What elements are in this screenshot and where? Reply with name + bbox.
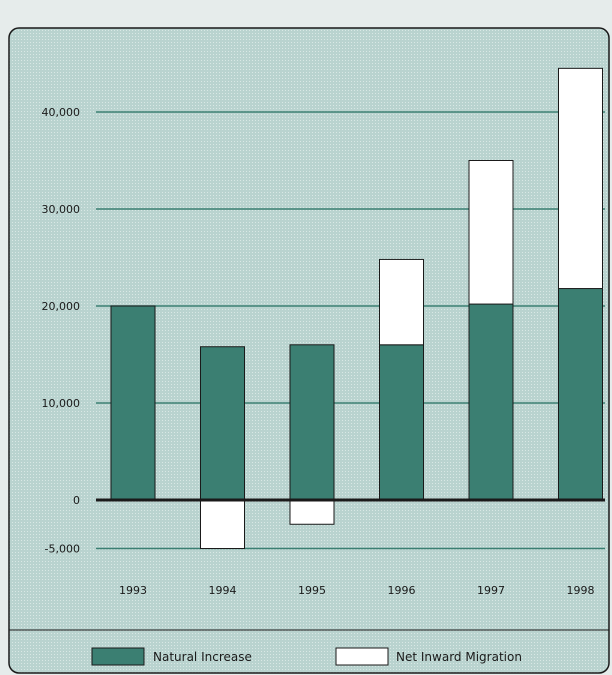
x-tick-label: 1998 [567,584,595,597]
y-tick-label: -5,000 [45,543,80,556]
bar-natural-increase [468,303,514,501]
bar-net-inward-migration [379,258,424,346]
bar-natural-increase [200,346,245,501]
y-tick-label: 20,000 [42,300,81,313]
x-tick-label: 1993 [119,584,147,597]
y-tick-labels: -5,000 0 10,000 20,000 30,000 40,000 [42,106,81,556]
x-tick-label: 1994 [209,584,237,597]
bar-net-inward-migration [200,499,245,549]
bar-net-inward-migration [468,160,514,305]
y-tick-label: 40,000 [42,106,81,119]
bar-natural-increase [110,305,156,501]
legend: Natural Increase Net Inward Migration [91,647,522,666]
bar-natural-increase [558,288,603,501]
y-tick-label: 30,000 [42,203,81,216]
bars-layer [110,67,603,549]
bar-natural-increase [289,344,335,501]
bar-net-inward-migration [558,67,603,290]
x-tick-label: 1996 [388,584,416,597]
legend-label-natural-increase: Natural Increase [153,650,252,664]
bar-natural-increase [379,344,424,501]
x-tick-label: 1997 [477,584,505,597]
legend-swatch-net-inward-migration [335,647,389,666]
grid-layer [96,111,605,550]
y-tick-label: 10,000 [42,397,81,410]
x-tick-labels: 1993 1994 1995 1996 1997 1998 [119,584,595,597]
x-tick-label: 1995 [298,584,326,597]
legend-label-net-inward-migration: Net Inward Migration [396,650,522,664]
legend-swatch-natural-increase [91,647,145,666]
bar-net-inward-migration [289,499,335,525]
y-tick-label: 0 [73,494,80,507]
